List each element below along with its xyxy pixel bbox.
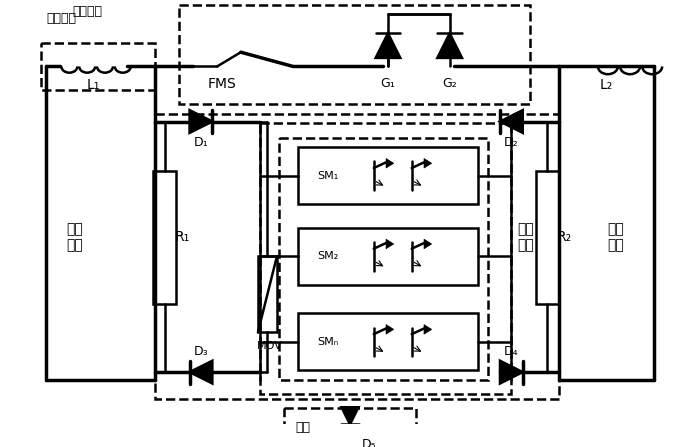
Polygon shape	[424, 159, 432, 168]
Polygon shape	[190, 361, 212, 384]
Polygon shape	[424, 325, 432, 334]
Text: SM₁: SM₁	[317, 171, 338, 181]
Text: 换流
电路: 换流 电路	[66, 222, 83, 253]
Text: 续流: 续流	[295, 421, 310, 434]
Text: 限流电路: 限流电路	[46, 13, 76, 25]
Polygon shape	[190, 110, 212, 133]
Text: G₂: G₂	[442, 77, 457, 90]
Text: 阻尼
电阵: 阻尼 电阵	[608, 222, 624, 253]
Bar	[155, 114, 559, 399]
Bar	[41, 43, 155, 90]
Text: 限流电路: 限流电路	[72, 5, 102, 18]
Polygon shape	[500, 361, 523, 384]
Text: D₃: D₃	[194, 345, 209, 358]
Bar	[284, 408, 416, 446]
Bar	[536, 171, 559, 304]
Bar	[298, 313, 478, 370]
Text: SM₂: SM₂	[317, 251, 338, 261]
Text: D₂: D₂	[504, 136, 519, 149]
Text: FMS: FMS	[207, 76, 236, 91]
Text: SMₙ: SMₙ	[317, 337, 338, 347]
Polygon shape	[386, 239, 393, 249]
Bar	[298, 228, 478, 285]
Text: L₂: L₂	[600, 78, 613, 93]
Bar	[153, 171, 176, 304]
Bar	[179, 5, 531, 105]
Bar	[279, 138, 488, 380]
Polygon shape	[342, 407, 358, 424]
Bar	[258, 256, 277, 332]
Text: L₁: L₁	[87, 78, 100, 93]
Text: D₄: D₄	[504, 345, 519, 358]
Bar	[260, 123, 512, 394]
Polygon shape	[500, 110, 523, 133]
Polygon shape	[438, 33, 462, 58]
Polygon shape	[386, 159, 393, 168]
Text: D₁: D₁	[194, 136, 209, 149]
Text: D₅: D₅	[362, 438, 377, 447]
Text: R₁: R₁	[174, 230, 190, 245]
Text: 断流
电路: 断流 电路	[517, 222, 534, 253]
Polygon shape	[424, 239, 432, 249]
Text: G₁: G₁	[381, 77, 395, 90]
Polygon shape	[386, 325, 393, 334]
Text: MOV: MOV	[256, 342, 282, 351]
Text: R₂: R₂	[557, 230, 572, 245]
Polygon shape	[376, 33, 400, 58]
Bar	[298, 147, 478, 204]
